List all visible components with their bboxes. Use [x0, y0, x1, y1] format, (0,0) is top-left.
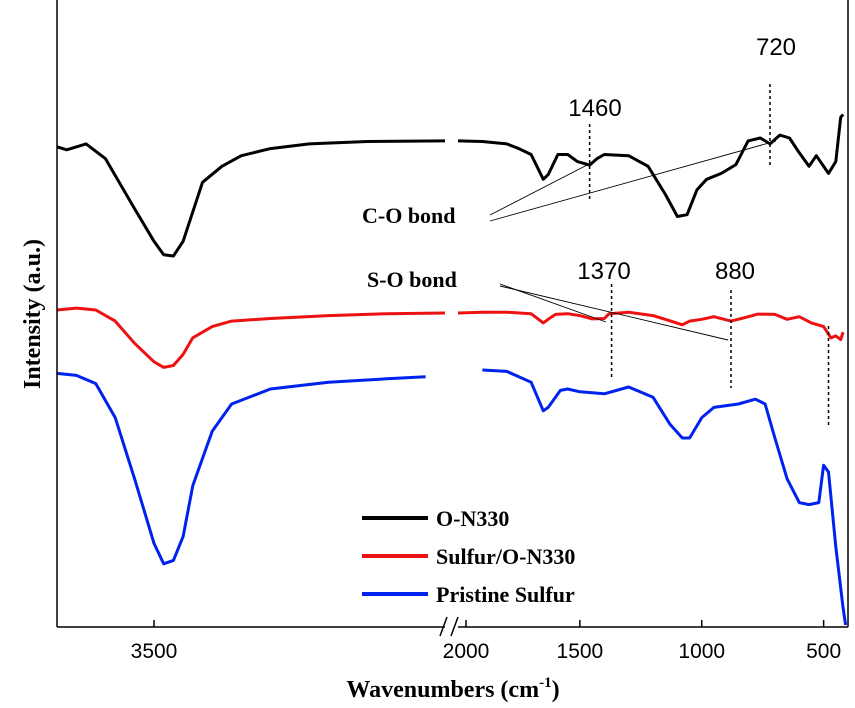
axes-frame: [56, 0, 849, 628]
x-tick-label-3500: 3500: [131, 640, 178, 663]
y-axis-label: Intensity (a.u.): [20, 239, 46, 389]
series-line-segment: [56, 306, 446, 369]
annotation-c-o-bond: C-O bond: [362, 203, 456, 228]
series-line-segment: [56, 139, 446, 258]
x-axis-label: Wavenumbers (cm-1): [346, 675, 559, 703]
peak-label-1460: 1460: [568, 95, 621, 122]
x-axis-label-main: Wavenumbers (cm: [346, 677, 539, 703]
annotation-pointer-lines: [489, 140, 777, 341]
legend-label-o-n330: O-N330: [436, 506, 509, 531]
series-sulfur-o-n330: [56, 306, 845, 369]
series-line-segment: [457, 113, 845, 218]
legend-entry-sulfur-o-n330: Sulfur/O-N330: [362, 544, 575, 569]
legend-entry-o-n330: O-N330: [362, 506, 509, 531]
annotation-s-o-bond: S-O bond: [367, 267, 457, 292]
x-tick-label-1000: 1000: [678, 640, 725, 663]
series-o-n330: [56, 113, 845, 258]
legend-label-sulfur-o-n330: Sulfur/O-N330: [436, 544, 575, 569]
axis-break-mark: [439, 616, 459, 637]
peak-label-720: 720: [756, 34, 796, 61]
peak-label-1370: 1370: [577, 258, 630, 285]
series-line-segment: [457, 310, 845, 342]
legend-label-pristine-sulfur: Pristine Sulfur: [436, 582, 575, 607]
peak-marker-layer: [588, 84, 830, 425]
peak-label-880: 880: [715, 258, 755, 285]
legend: O-N330 Sulfur/O-N330 Pristine Sulfur: [362, 506, 575, 607]
series-line-segment: [56, 371, 426, 566]
series-line-segment: [482, 368, 848, 626]
x-axis-label-superscript: -1: [539, 675, 552, 691]
x-tick-label-500: 500: [806, 640, 841, 663]
series-pristine-sulfur: [56, 368, 848, 626]
x-tick-label-2000: 2000: [443, 640, 490, 663]
legend-entry-pristine-sulfur: Pristine Sulfur: [362, 582, 575, 607]
series-layer: [56, 113, 848, 626]
x-tick-label-1500: 1500: [557, 640, 604, 663]
x-axis-label-close: ): [552, 677, 560, 703]
x-tick-layer: 3500 2000 1500 1000 500: [131, 620, 841, 663]
